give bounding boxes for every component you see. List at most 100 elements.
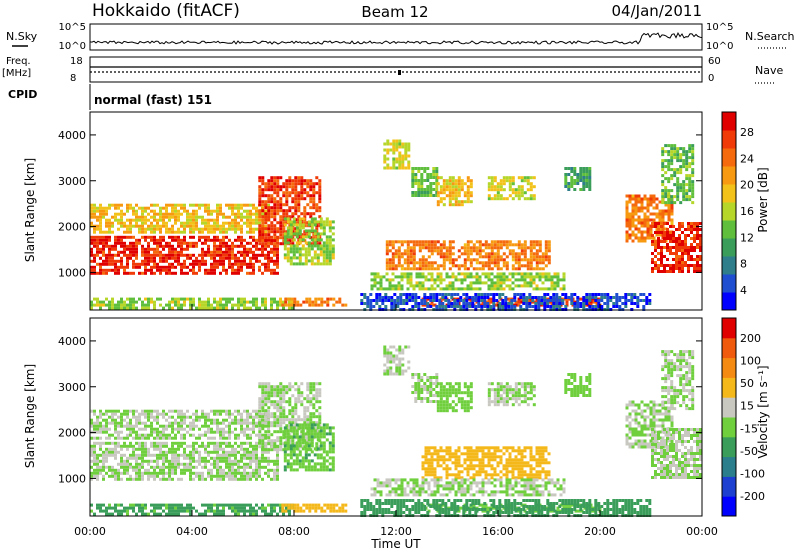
power-cell <box>222 303 225 307</box>
power-cell <box>156 247 159 251</box>
power-cell <box>490 300 494 304</box>
power-cell <box>532 287 536 291</box>
velocity-cell <box>111 421 114 425</box>
power-cell <box>255 209 258 213</box>
velocity-cell <box>102 456 105 460</box>
power-cell <box>495 293 499 296</box>
power-cell <box>279 185 283 189</box>
power-cell <box>231 303 234 307</box>
power-cell <box>297 191 301 195</box>
velocity-cell <box>201 441 204 445</box>
velocity-cell <box>222 453 225 457</box>
power-cell <box>625 233 629 237</box>
power-cell <box>270 247 273 251</box>
power-cell <box>180 297 183 301</box>
power-cell <box>325 238 329 242</box>
power-cell <box>421 272 425 276</box>
velocity-cell <box>186 453 189 457</box>
power-cell <box>435 185 439 188</box>
power-cell <box>261 247 264 251</box>
power-cell <box>398 154 402 158</box>
velocity-cell <box>168 468 171 472</box>
power-cell <box>669 249 672 252</box>
power-cell <box>400 284 404 288</box>
power-cell <box>290 303 294 307</box>
power-cell <box>672 264 675 267</box>
velocity-cell <box>210 421 213 425</box>
velocity-cell <box>258 421 262 425</box>
power-cell <box>99 209 102 213</box>
power-cell <box>649 197 653 201</box>
velocity-cell <box>105 409 108 413</box>
velocity-cell <box>195 450 198 454</box>
velocity-cell <box>207 441 210 445</box>
power-cell <box>457 176 461 180</box>
power-cell <box>600 305 604 308</box>
power-cell <box>669 267 672 270</box>
power-cell <box>646 233 650 237</box>
power-cell <box>207 227 210 231</box>
power-cell <box>526 258 530 262</box>
power-cell <box>618 299 622 302</box>
velocity-cell <box>267 462 270 466</box>
power-cell <box>192 218 195 222</box>
power-cell <box>511 182 515 186</box>
velocity-cell <box>171 453 174 457</box>
power-cell <box>505 264 509 268</box>
power-cell <box>159 238 162 242</box>
velocity-cell <box>96 471 99 475</box>
velocity-cell <box>102 474 105 478</box>
velocity-cell <box>171 441 174 445</box>
power-cell <box>696 246 699 249</box>
power-cell <box>409 275 413 279</box>
velocity-cell <box>276 394 280 398</box>
power-cell <box>490 185 494 189</box>
power-cell <box>319 250 323 254</box>
velocity-cell <box>138 456 141 460</box>
power-cell <box>123 241 126 245</box>
power-cell <box>294 176 298 180</box>
power-cell <box>147 303 150 307</box>
power-cell <box>663 255 666 258</box>
power-cell <box>670 206 674 210</box>
power-cell <box>219 306 222 310</box>
power-cell <box>457 264 461 268</box>
velocity-cell <box>138 453 141 457</box>
power-cell <box>535 249 539 253</box>
power-cell <box>294 185 298 189</box>
power-cell <box>316 235 320 239</box>
power-cell <box>406 261 410 265</box>
power-cell <box>249 256 252 260</box>
velocity-cell <box>99 436 102 440</box>
power-cell <box>284 300 288 304</box>
velocity-cell <box>159 412 162 416</box>
power-cell <box>442 240 446 244</box>
power-cell <box>195 227 198 231</box>
power-cell <box>297 203 301 207</box>
power-cell <box>666 234 669 237</box>
power-cell <box>252 206 255 210</box>
power-cell <box>237 297 240 301</box>
power-cell <box>276 176 280 180</box>
power-cell <box>204 235 207 239</box>
power-cell <box>249 271 252 275</box>
power-cell <box>691 180 695 184</box>
power-cell <box>429 176 433 179</box>
nsky-line <box>89 32 703 45</box>
velocity-cell <box>204 412 207 416</box>
velocity-cell <box>198 433 201 437</box>
power-colorbar-tick: 20 <box>740 179 754 192</box>
power-cell <box>147 206 150 210</box>
power-cell <box>442 287 446 291</box>
power-cell <box>511 252 515 256</box>
power-cell <box>102 244 105 248</box>
power-cell <box>225 253 228 257</box>
velocity-cell <box>117 477 120 481</box>
power-cell <box>325 259 329 263</box>
power-cell <box>417 305 421 308</box>
power-cell <box>213 244 216 248</box>
power-cell <box>234 203 237 207</box>
power-cell <box>645 302 649 305</box>
power-cell <box>597 299 601 302</box>
velocity-cell <box>198 436 201 440</box>
